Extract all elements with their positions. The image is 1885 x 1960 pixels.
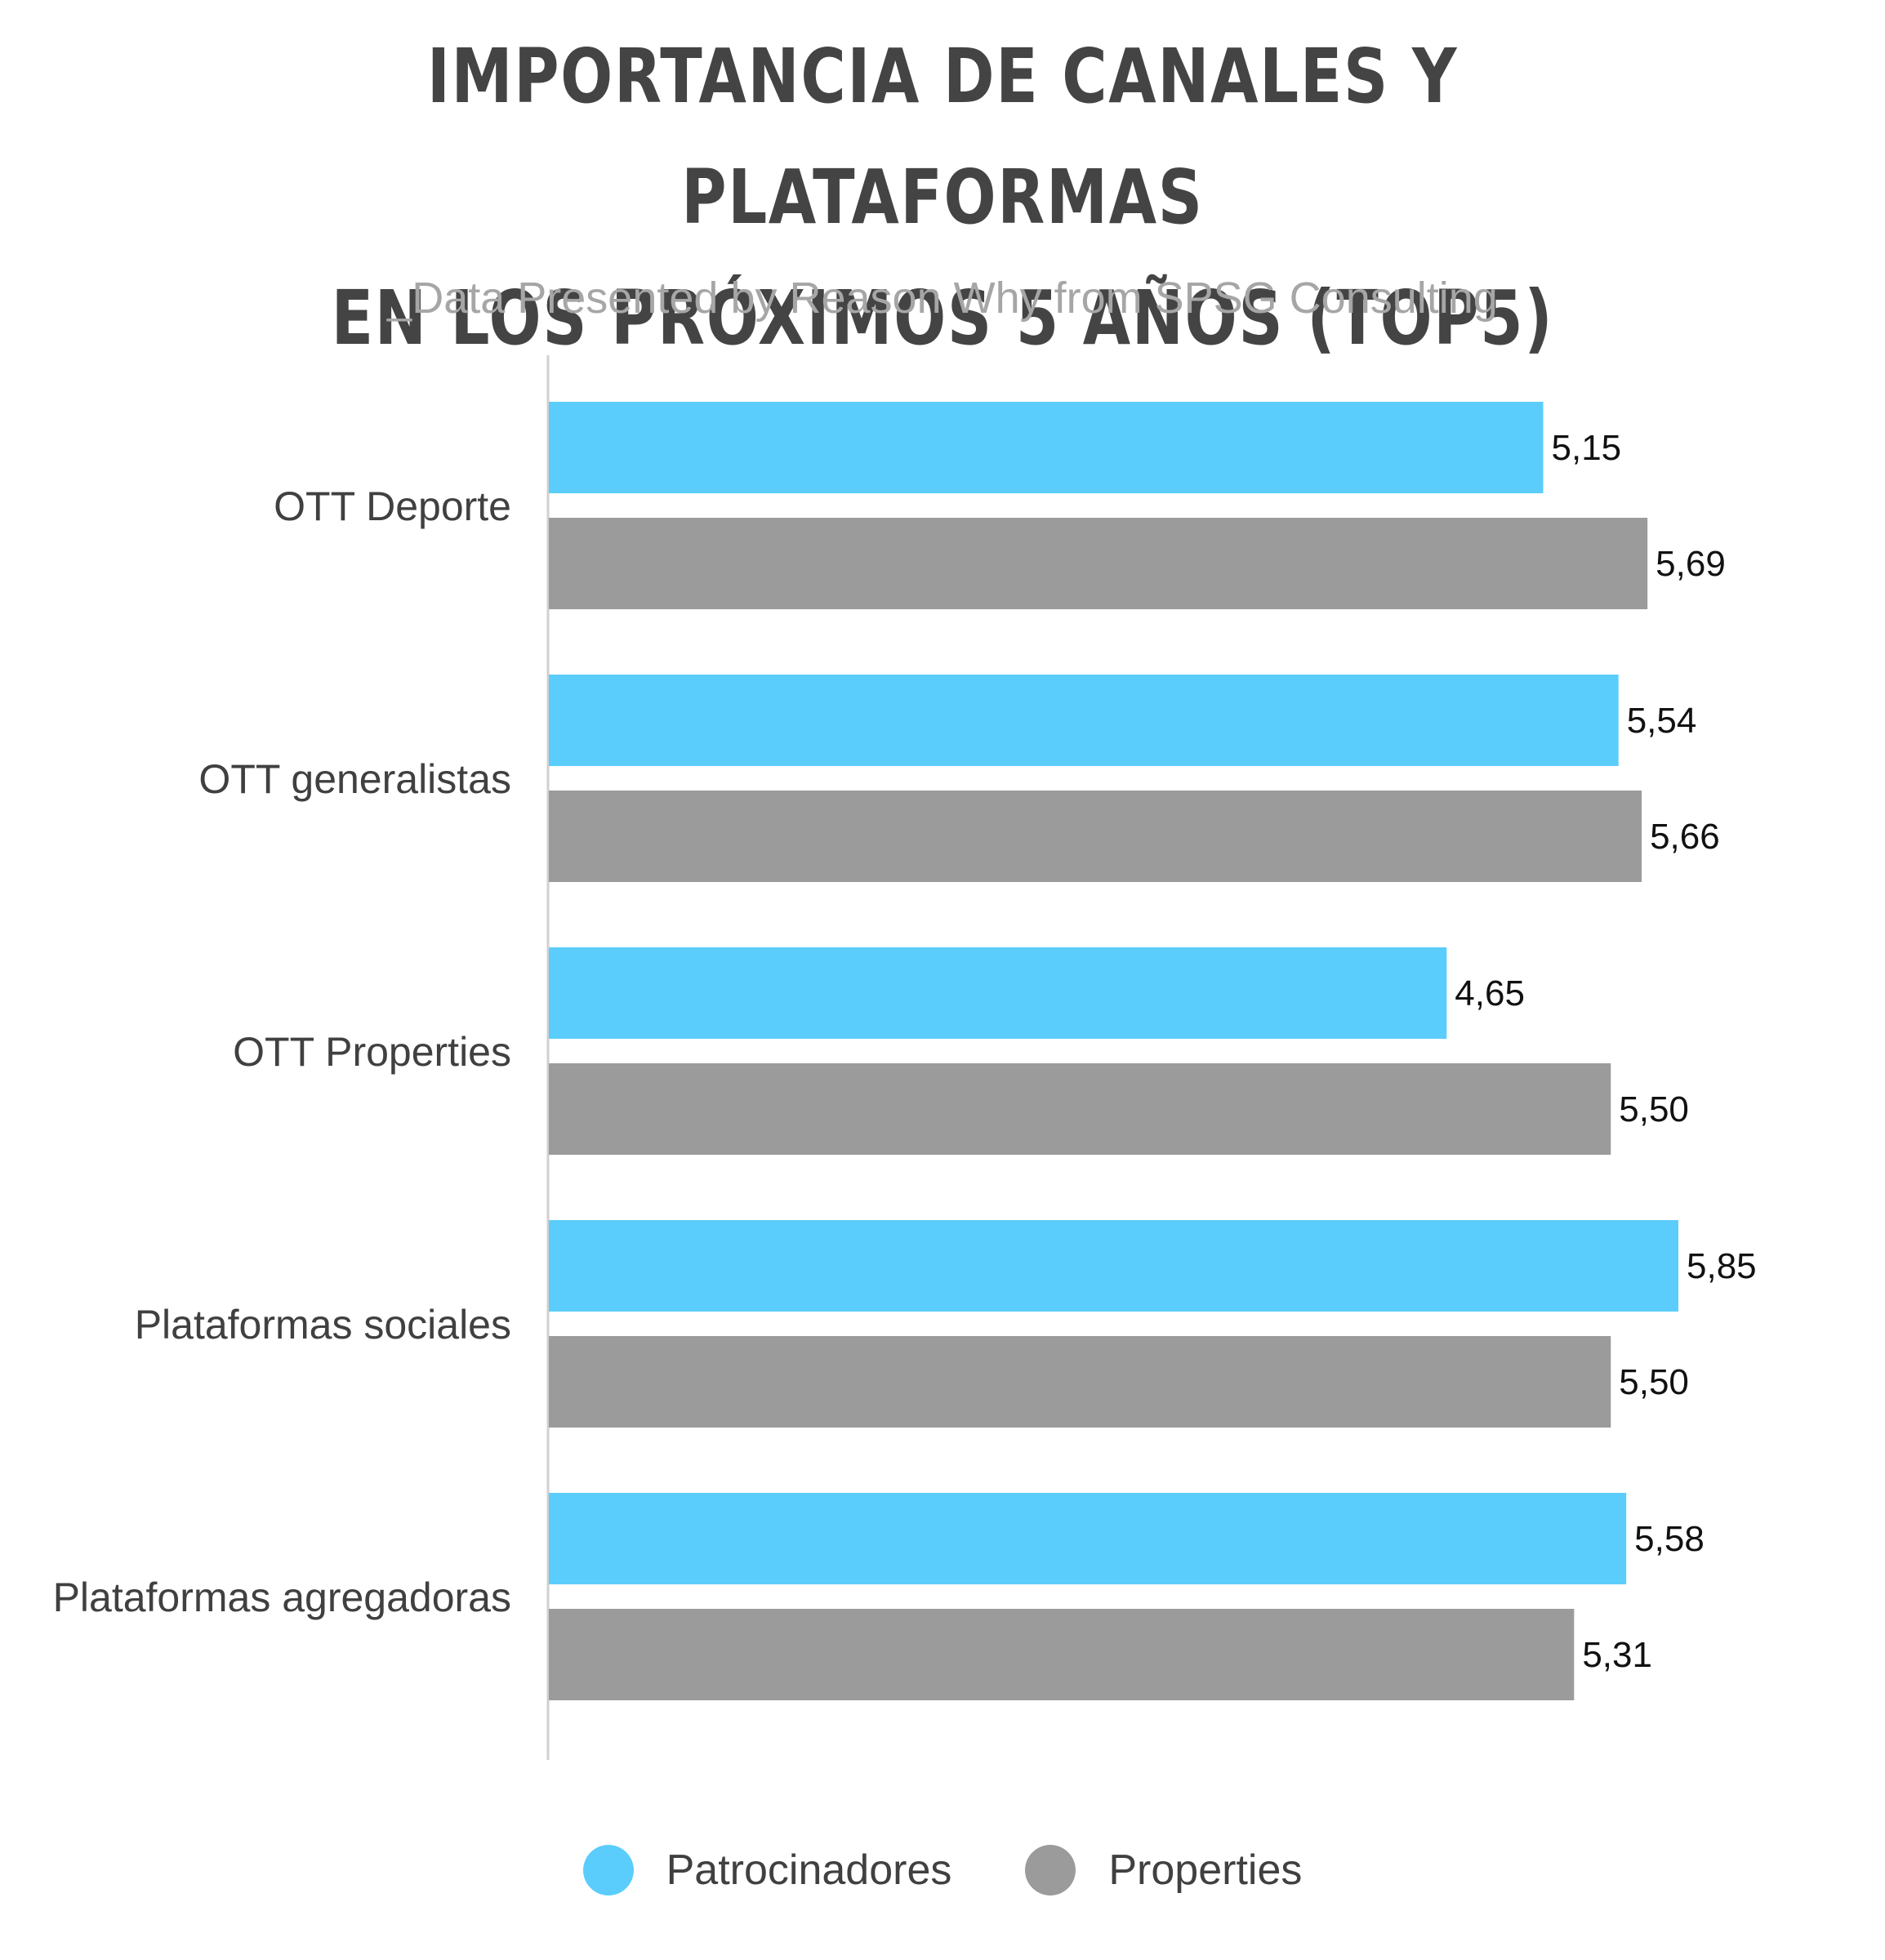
category-label-ott-generalistas: OTT generalistas (198, 756, 511, 802)
value-label-ott-generalistas-patrocinadores: 5,54 (1627, 701, 1697, 741)
bar-ott-properties-properties (549, 1063, 1611, 1155)
value-label-plataformas-sociales-patrocinadores: 5,85 (1687, 1246, 1757, 1286)
chart-title-line-2: EN LOS PRÓXIMOS 5 AÑOS (TOP5) (331, 274, 1554, 362)
bar-ott-deporte-properties (549, 518, 1648, 609)
value-label-ott-deporte-properties: 5,69 (1656, 544, 1726, 584)
value-label-plataformas-agregadoras-properties: 5,31 (1582, 1635, 1652, 1675)
bar-plataformas-sociales-properties (549, 1336, 1611, 1428)
bar-ott-deporte-patrocinadores (549, 402, 1544, 493)
category-label-ott-properties: OTT Properties (233, 1029, 511, 1075)
value-label-ott-properties-patrocinadores: 4,65 (1455, 973, 1525, 1013)
bar-ott-generalistas-patrocinadores (549, 675, 1619, 766)
category-label-plataformas-sociales: Plataformas sociales (135, 1302, 511, 1348)
value-label-plataformas-sociales-properties: 5,50 (1619, 1362, 1689, 1402)
legend-label-properties: Properties (1108, 1846, 1303, 1894)
chart-title-line-1: IMPORTANCIA DE CANALES Y PLATAFORMAS (426, 33, 1459, 241)
value-labels-group: 5,15 5,69 5,54 5,66 4,65 5,50 5,85 5,50 5,58 5,31 (1455, 428, 1756, 1675)
bar-plataformas-agregadoras-properties (549, 1609, 1575, 1700)
bar-ott-generalistas-properties (549, 791, 1642, 882)
bar-ott-properties-patrocinadores (549, 947, 1447, 1039)
value-label-ott-generalistas-properties: 5,66 (1650, 817, 1720, 857)
bar-plataformas-sociales-patrocinadores (549, 1220, 1678, 1312)
category-label-plataformas-agregadoras: Plataformas agregadoras (53, 1575, 511, 1620)
legend-item-patrocinadores: Patrocinadores (582, 1845, 952, 1895)
legend-swatch-patrocinadores (582, 1845, 634, 1895)
chart-subtitle: _Data Presented by Reason Why from SPSG … (387, 274, 1498, 323)
category-label-ott-deporte: OTT Deporte (274, 483, 511, 529)
legend: Patrocinadores Properties (0, 1833, 1885, 1907)
chart-title: IMPORTANCIA DE CANALES Y PLATAFORMAS EN … (170, 16, 1716, 379)
value-label-ott-properties-properties: 5,50 (1619, 1089, 1689, 1129)
bars-group (549, 402, 1678, 1700)
value-label-plataformas-agregadoras-patrocinadores: 5,58 (1634, 1519, 1705, 1559)
legend-label-patrocinadores: Patrocinadores (666, 1846, 952, 1894)
category-labels-group: OTT Deporte OTT generalistas OTT Propertie… (53, 483, 511, 1620)
legend-swatch-properties (1025, 1845, 1076, 1895)
value-label-ott-deporte-patrocinadores: 5,15 (1552, 428, 1622, 468)
bar-plataformas-agregadoras-patrocinadores (549, 1493, 1627, 1584)
legend-item-properties: Properties (1025, 1845, 1302, 1895)
